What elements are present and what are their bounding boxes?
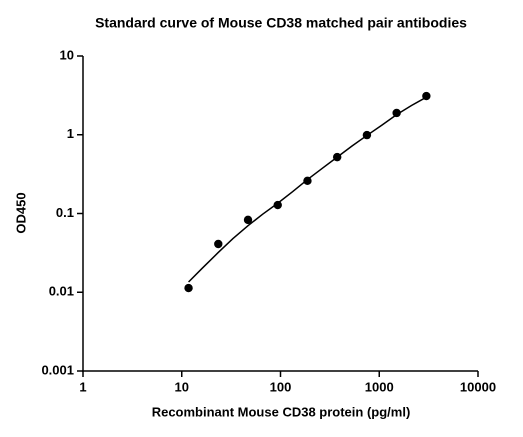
y-axis-label: OD450 xyxy=(13,192,28,233)
y-tick-label: 0.01 xyxy=(49,284,74,299)
x-tick-label: 1000 xyxy=(365,379,394,394)
x-tick-label: 100 xyxy=(270,379,292,394)
data-point xyxy=(332,152,342,162)
y-tick-label: 0.001 xyxy=(41,362,74,377)
y-tick-label: 1 xyxy=(67,126,74,141)
x-tick-label: 10000 xyxy=(460,379,496,394)
data-point xyxy=(214,239,223,249)
chart-title: Standard curve of Mouse CD38 matched pai… xyxy=(95,15,467,31)
data-point xyxy=(362,130,372,140)
data-point xyxy=(243,215,253,225)
data-point xyxy=(303,176,312,186)
data-point xyxy=(184,283,193,293)
data-point xyxy=(273,200,282,210)
y-tick-label: 0.1 xyxy=(56,205,74,220)
data-point xyxy=(422,91,431,101)
y-tick-label: 10 xyxy=(60,47,74,62)
data-point xyxy=(392,108,401,118)
x-axis-label: Recombinant Mouse CD38 protein (pg/ml) xyxy=(152,404,411,419)
x-tick-label: 10 xyxy=(175,379,189,394)
fit-curve xyxy=(188,96,427,283)
x-tick-label: 1 xyxy=(79,379,86,394)
